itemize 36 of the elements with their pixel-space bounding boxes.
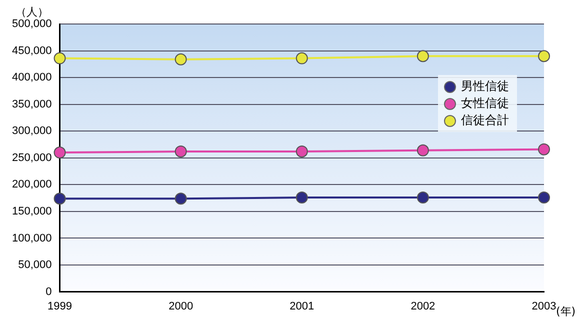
legend-label: 信徒合計 <box>461 112 509 129</box>
y-tick-label: 450,000 <box>12 44 52 57</box>
point <box>54 146 66 159</box>
point <box>416 144 429 156</box>
x-tick-label: 2003 <box>532 300 556 312</box>
point <box>416 50 429 62</box>
point <box>538 50 550 62</box>
y-tick-label: 50,000 <box>18 259 52 272</box>
point <box>538 192 550 204</box>
point <box>538 143 550 156</box>
y-tick-label: 0 <box>46 286 52 298</box>
y-tick-label: 200,000 <box>12 178 52 191</box>
y-tick-label: 100,000 <box>12 232 52 244</box>
point <box>416 192 429 204</box>
y-tick-label: 300,000 <box>12 125 52 138</box>
x-tick-label: 2001 <box>290 300 314 312</box>
point <box>54 192 66 205</box>
point <box>174 53 187 66</box>
y-axis-title: （人） <box>15 5 48 18</box>
x-tick-label: 2000 <box>168 300 194 312</box>
point <box>296 192 308 204</box>
legend-label: 男性信徒 <box>461 78 509 95</box>
legend-label: 女性信徒 <box>461 95 509 112</box>
y-tick-label: 250,000 <box>12 152 52 164</box>
y-tick-label: 500,000 <box>12 18 52 30</box>
point <box>174 145 187 158</box>
point <box>54 52 66 64</box>
point <box>296 52 308 64</box>
y-tick-label: 350,000 <box>12 98 52 110</box>
x-tick-label: 1999 <box>48 300 72 312</box>
x-axis-title: (年) <box>556 305 576 318</box>
y-tick-label: 400,000 <box>12 72 52 84</box>
y-tick-label: 150,000 <box>12 205 52 218</box>
point <box>174 192 187 205</box>
x-tick-label: 2002 <box>410 300 436 312</box>
point <box>296 145 308 158</box>
